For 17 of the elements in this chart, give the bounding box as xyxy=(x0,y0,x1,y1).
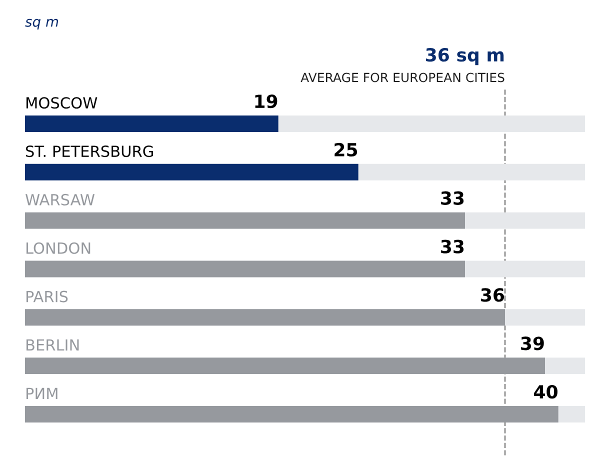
y-tick-label: PARIS xyxy=(26,290,68,302)
data-label: 33 xyxy=(441,191,464,205)
y-tick-label: WARSAW xyxy=(26,194,95,206)
y-tick-label: РИМ xyxy=(26,388,58,399)
y-tick-label: LONDON xyxy=(26,242,90,254)
ref-line-label: AVERAGE FOR EUROPEAN CITIES xyxy=(300,72,504,82)
data-label: 39 xyxy=(521,336,544,350)
chart-subtitle: sq m xyxy=(25,18,58,30)
data-label: 40 xyxy=(534,384,558,399)
data-label: 33 xyxy=(441,240,464,254)
text: 36 sq m xyxy=(426,48,504,66)
data-label: 25 xyxy=(334,142,358,157)
data-label: 19 xyxy=(255,94,278,108)
y-tick-label: BERLIN xyxy=(26,339,79,351)
y-tick-label: MOSCOW xyxy=(26,97,98,109)
y-tick-label: ST. PETERSBURG xyxy=(26,146,153,158)
data-label: 36 xyxy=(481,288,504,302)
